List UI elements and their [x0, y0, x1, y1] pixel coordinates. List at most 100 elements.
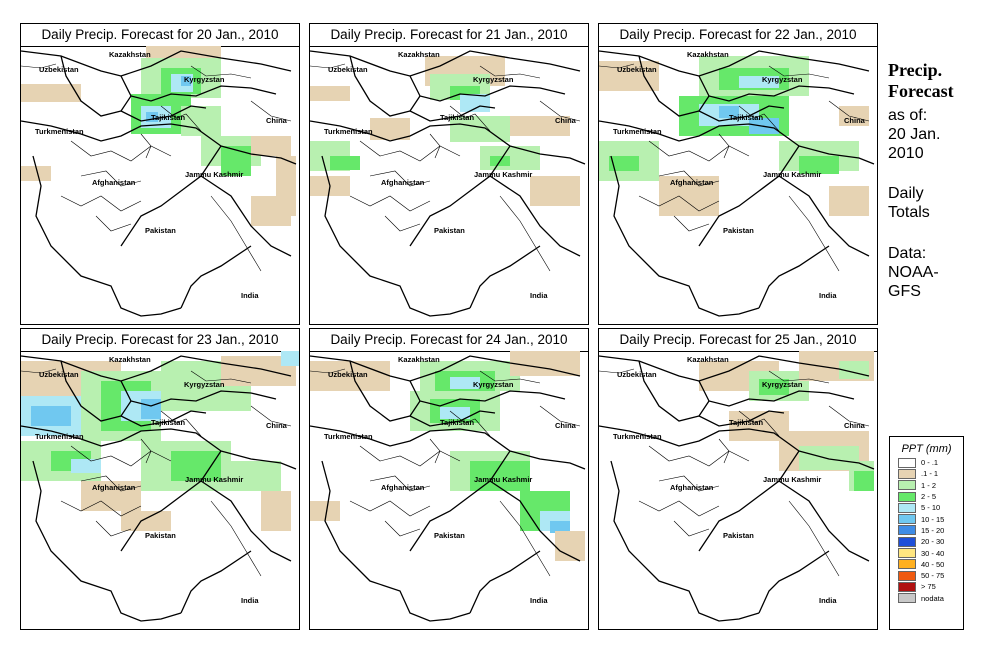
- boundary-line: [469, 245, 541, 309]
- boundary-line: [409, 75, 566, 102]
- sidebar-heading: Precip. Forecast: [888, 60, 954, 102]
- precip-cell: [550, 521, 570, 533]
- legend-label: 40 - 50: [921, 559, 945, 569]
- precip-cell: [450, 377, 480, 389]
- boundary-line: [210, 195, 262, 272]
- admin-boundaries: [21, 355, 297, 622]
- boundary-line: [738, 410, 780, 437]
- map-label-tajikistan: Tajikistan: [729, 418, 763, 427]
- boundary-line: [768, 370, 830, 384]
- map-label-kyrgyzstan: Kyrgyzstan: [762, 75, 803, 84]
- boundary-line: [70, 445, 172, 467]
- boundary-line: [658, 170, 720, 187]
- legend-item: 1 - 2: [898, 480, 963, 491]
- totals-line: Daily: [888, 185, 924, 202]
- boundary-line: [499, 500, 551, 577]
- precip-cell: [171, 451, 221, 481]
- boundary-line: [200, 480, 292, 562]
- precip-cell: [460, 94, 490, 112]
- map-label-jammu-kashmir: Jammu Kashmir: [474, 170, 532, 179]
- boundary-line: [409, 450, 511, 552]
- admin-boundaries: [310, 355, 586, 622]
- map-label-kazakhstan: Kazakhstan: [109, 50, 151, 59]
- map-label-uzbekistan: Uzbekistan: [617, 65, 657, 74]
- boundary-line: [658, 475, 720, 492]
- boundary-line: [21, 50, 292, 77]
- boundary-line: [648, 140, 750, 162]
- boundary-line: [698, 145, 800, 247]
- legend-item: 20 - 30: [898, 536, 963, 547]
- legend-label: nodata: [921, 593, 944, 603]
- boundary-line: [60, 55, 122, 117]
- boundary-line: [449, 410, 491, 437]
- boundary-line: [349, 360, 411, 422]
- panel-title: Daily Precip. Forecast for 23 Jan., 2010: [21, 329, 299, 352]
- boundary-line: [409, 95, 496, 122]
- boundary-line: [409, 400, 496, 427]
- precip-cell: [141, 399, 161, 419]
- boundary-line: [70, 140, 172, 162]
- boundary-line: [60, 500, 142, 517]
- legend-label: 5 - 10: [921, 503, 941, 513]
- legend-swatch: [898, 480, 916, 491]
- boundary-line: [120, 450, 222, 552]
- as-of-date: 20 Jan.: [888, 126, 941, 143]
- boundary-line: [599, 368, 635, 374]
- legend-item: 15 - 20: [898, 525, 963, 536]
- boundary-line: [673, 215, 710, 232]
- map-label-tajikistan: Tajikistan: [729, 113, 763, 122]
- legend-item: .1 - 1: [898, 468, 963, 479]
- boundary-line: [489, 480, 581, 562]
- precip-cells: [599, 56, 869, 216]
- boundary-line: [310, 63, 346, 69]
- boundary-line: [95, 215, 132, 232]
- map-label-kyrgyzstan: Kyrgyzstan: [184, 380, 225, 389]
- boundary-line: [778, 480, 870, 562]
- legend-swatch: [898, 570, 916, 581]
- map-label-turkmenistan: Turkmenistan: [613, 127, 662, 136]
- boundary-line: [738, 105, 780, 132]
- boundary-line: [359, 445, 461, 467]
- boundary-line: [768, 65, 830, 79]
- boundary-line: [21, 425, 222, 452]
- map-label-afghanistan: Afghanistan: [381, 483, 425, 492]
- precip-cell: [71, 459, 101, 473]
- precip-cell: [719, 106, 739, 118]
- legend-label: .1 - 1: [921, 469, 939, 479]
- boundary-line: [610, 460, 760, 622]
- boundary-line: [698, 450, 800, 552]
- forecast-panel: Daily Precip. Forecast for 21 Jan., 2010…: [309, 23, 589, 325]
- map-label-india: India: [241, 291, 259, 300]
- map-label-tajikistan: Tajikistan: [440, 418, 474, 427]
- as-of-block: as of: 20 Jan. 2010: [888, 106, 940, 163]
- boundary-line: [120, 380, 277, 407]
- boundary-line: [95, 520, 132, 537]
- legend-item: 30 - 40: [898, 547, 963, 559]
- precip-cell: [659, 176, 719, 216]
- legend-title: PPT (mm): [901, 443, 952, 455]
- boundary-line: [32, 155, 182, 317]
- map-label-china: China: [555, 421, 577, 430]
- precip-cell: [829, 186, 869, 216]
- admin-boundaries: [21, 50, 297, 317]
- boundary-line: [599, 425, 800, 452]
- precip-cells: [21, 351, 299, 531]
- legend-swatch: [898, 548, 916, 559]
- map-label-kazakhstan: Kazakhstan: [398, 50, 440, 59]
- boundary-line: [359, 140, 461, 162]
- precip-map: Kazakhstan Uzbekistan Kyrgyzstan Tajikistan…: [21, 46, 297, 317]
- admin-boundaries: [599, 50, 875, 317]
- boundary-line: [479, 65, 541, 79]
- legend-label: 50 - 75: [921, 571, 945, 581]
- boundary-line: [310, 355, 581, 382]
- map-label-kazakhstan: Kazakhstan: [687, 50, 729, 59]
- map-label-kyrgyzstan: Kyrgyzstan: [184, 75, 225, 84]
- precip-cell: [221, 461, 281, 491]
- boundary-line: [718, 133, 730, 159]
- precip-cell: [370, 118, 410, 140]
- precip-cell: [31, 406, 71, 426]
- map-label-turkmenistan: Turkmenistan: [613, 432, 662, 441]
- precip-cell: [21, 166, 51, 181]
- precip-cell: [221, 146, 251, 176]
- precip-map: Kazakhstan Uzbekistan Kyrgyzstan Tajikistan…: [310, 351, 586, 622]
